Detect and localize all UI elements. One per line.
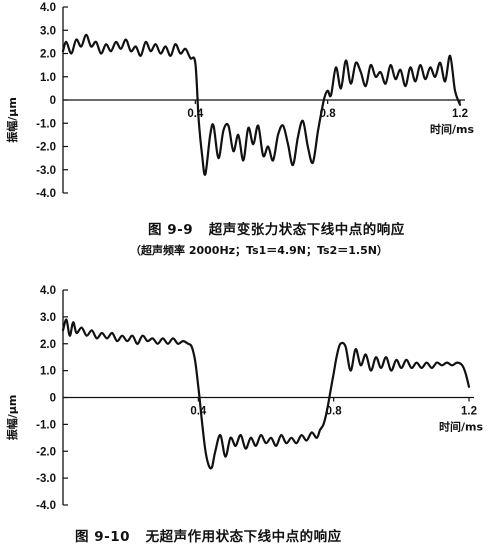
y-tick-label: -3.0 bbox=[36, 473, 56, 485]
y-tick-label: -4.0 bbox=[36, 188, 56, 200]
chart-title: 无超声作用状态下线中点的响应 bbox=[145, 529, 342, 545]
x-tick-label: 1.2 bbox=[461, 406, 477, 418]
y-tick-label: 4.0 bbox=[40, 2, 56, 14]
y-tick-label: 1.0 bbox=[40, 72, 56, 84]
x-axis-title: 时间/ms bbox=[439, 420, 483, 434]
x-tick-label: 0.8 bbox=[320, 108, 337, 120]
series-line bbox=[61, 33, 462, 176]
y-axis-title: 振幅/μm bbox=[5, 97, 19, 143]
x-tick-label: 0.4 bbox=[187, 108, 204, 120]
y-tick-label: 1.0 bbox=[40, 366, 56, 378]
y-tick-label: -1.0 bbox=[36, 118, 56, 130]
x-axis-title: 时间/ms bbox=[430, 122, 474, 136]
y-tick-label: -4.0 bbox=[36, 500, 56, 512]
series-line bbox=[61, 318, 471, 470]
caption-subtitle-fig-9-9: （超声频率 2000Hz；Ts1＝4.9N；Ts2＝1.5N） bbox=[130, 244, 388, 257]
y-axis-title: 振幅/μm bbox=[5, 395, 19, 441]
x-tick-label: 0.4 bbox=[190, 406, 207, 418]
chart-title: 超声变张力状态下线中点的响应 bbox=[208, 222, 405, 238]
figure-number: 图 9-10 bbox=[75, 529, 130, 545]
x-tick-label: 0.8 bbox=[326, 406, 343, 418]
x-tick-label: 1.2 bbox=[452, 108, 468, 120]
y-tick-label: 2.0 bbox=[40, 339, 56, 351]
y-tick-label: -1.0 bbox=[36, 419, 56, 431]
chart-fig-9-9: 4.0 3.0 2.0 1.0 0 -1.0 -2.0 -3.0 -4.0 0.4 0.8 1.2 时间… bbox=[5, 2, 474, 200]
y-tick-label: 3.0 bbox=[40, 312, 56, 324]
y-tick-label: 0 bbox=[50, 393, 56, 405]
y-tick-label: 4.0 bbox=[40, 285, 56, 297]
chart-fig-9-10: 4.0 3.0 2.0 1.0 0 -1.0 -2.0 -3.0 -4.0 0.4 0.8 1.2 时间… bbox=[5, 285, 483, 512]
y-tick-label: -2.0 bbox=[36, 142, 56, 154]
y-tick-label: -2.0 bbox=[36, 446, 56, 458]
figure-number: 图 9-9 bbox=[148, 222, 194, 238]
caption-fig-9-9: 图 9-9 超声变张力状态下线中点的响应 bbox=[148, 218, 405, 238]
y-tick-label: 3.0 bbox=[40, 25, 56, 37]
y-tick-label: 0 bbox=[50, 95, 56, 107]
caption-fig-9-10: 图 9-10 无超声作用状态下线中点的响应 bbox=[75, 525, 342, 545]
y-tick-label: -3.0 bbox=[36, 165, 56, 177]
y-tick-label: 2.0 bbox=[40, 49, 56, 61]
